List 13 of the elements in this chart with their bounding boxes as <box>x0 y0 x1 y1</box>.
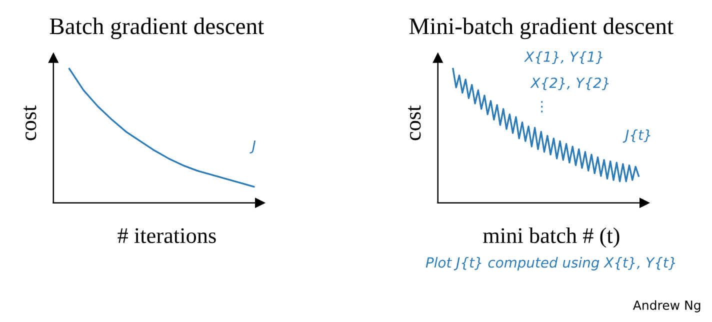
chart-title: Mini-batch gradient descent <box>409 18 674 40</box>
text: Andrew Ng <box>632 300 700 312</box>
text: J <box>250 140 256 154</box>
annotation: ⋮ <box>541 101 543 112</box>
annotation: X{2}, Y{2} <box>530 77 609 90</box>
y-axis-title: cost <box>24 105 36 140</box>
y-axis-title: cost <box>408 105 421 140</box>
x-axis-title: mini batch # (t) <box>483 227 620 248</box>
text: Plot J{t} computed using X{t}, Y{t} <box>426 256 676 270</box>
series-label: J{t} <box>622 129 650 143</box>
x-axis-title: # iterations <box>118 228 216 244</box>
text: X{1}, Y{1} <box>524 51 602 64</box>
chart-title: Batch gradient descent <box>50 18 264 40</box>
